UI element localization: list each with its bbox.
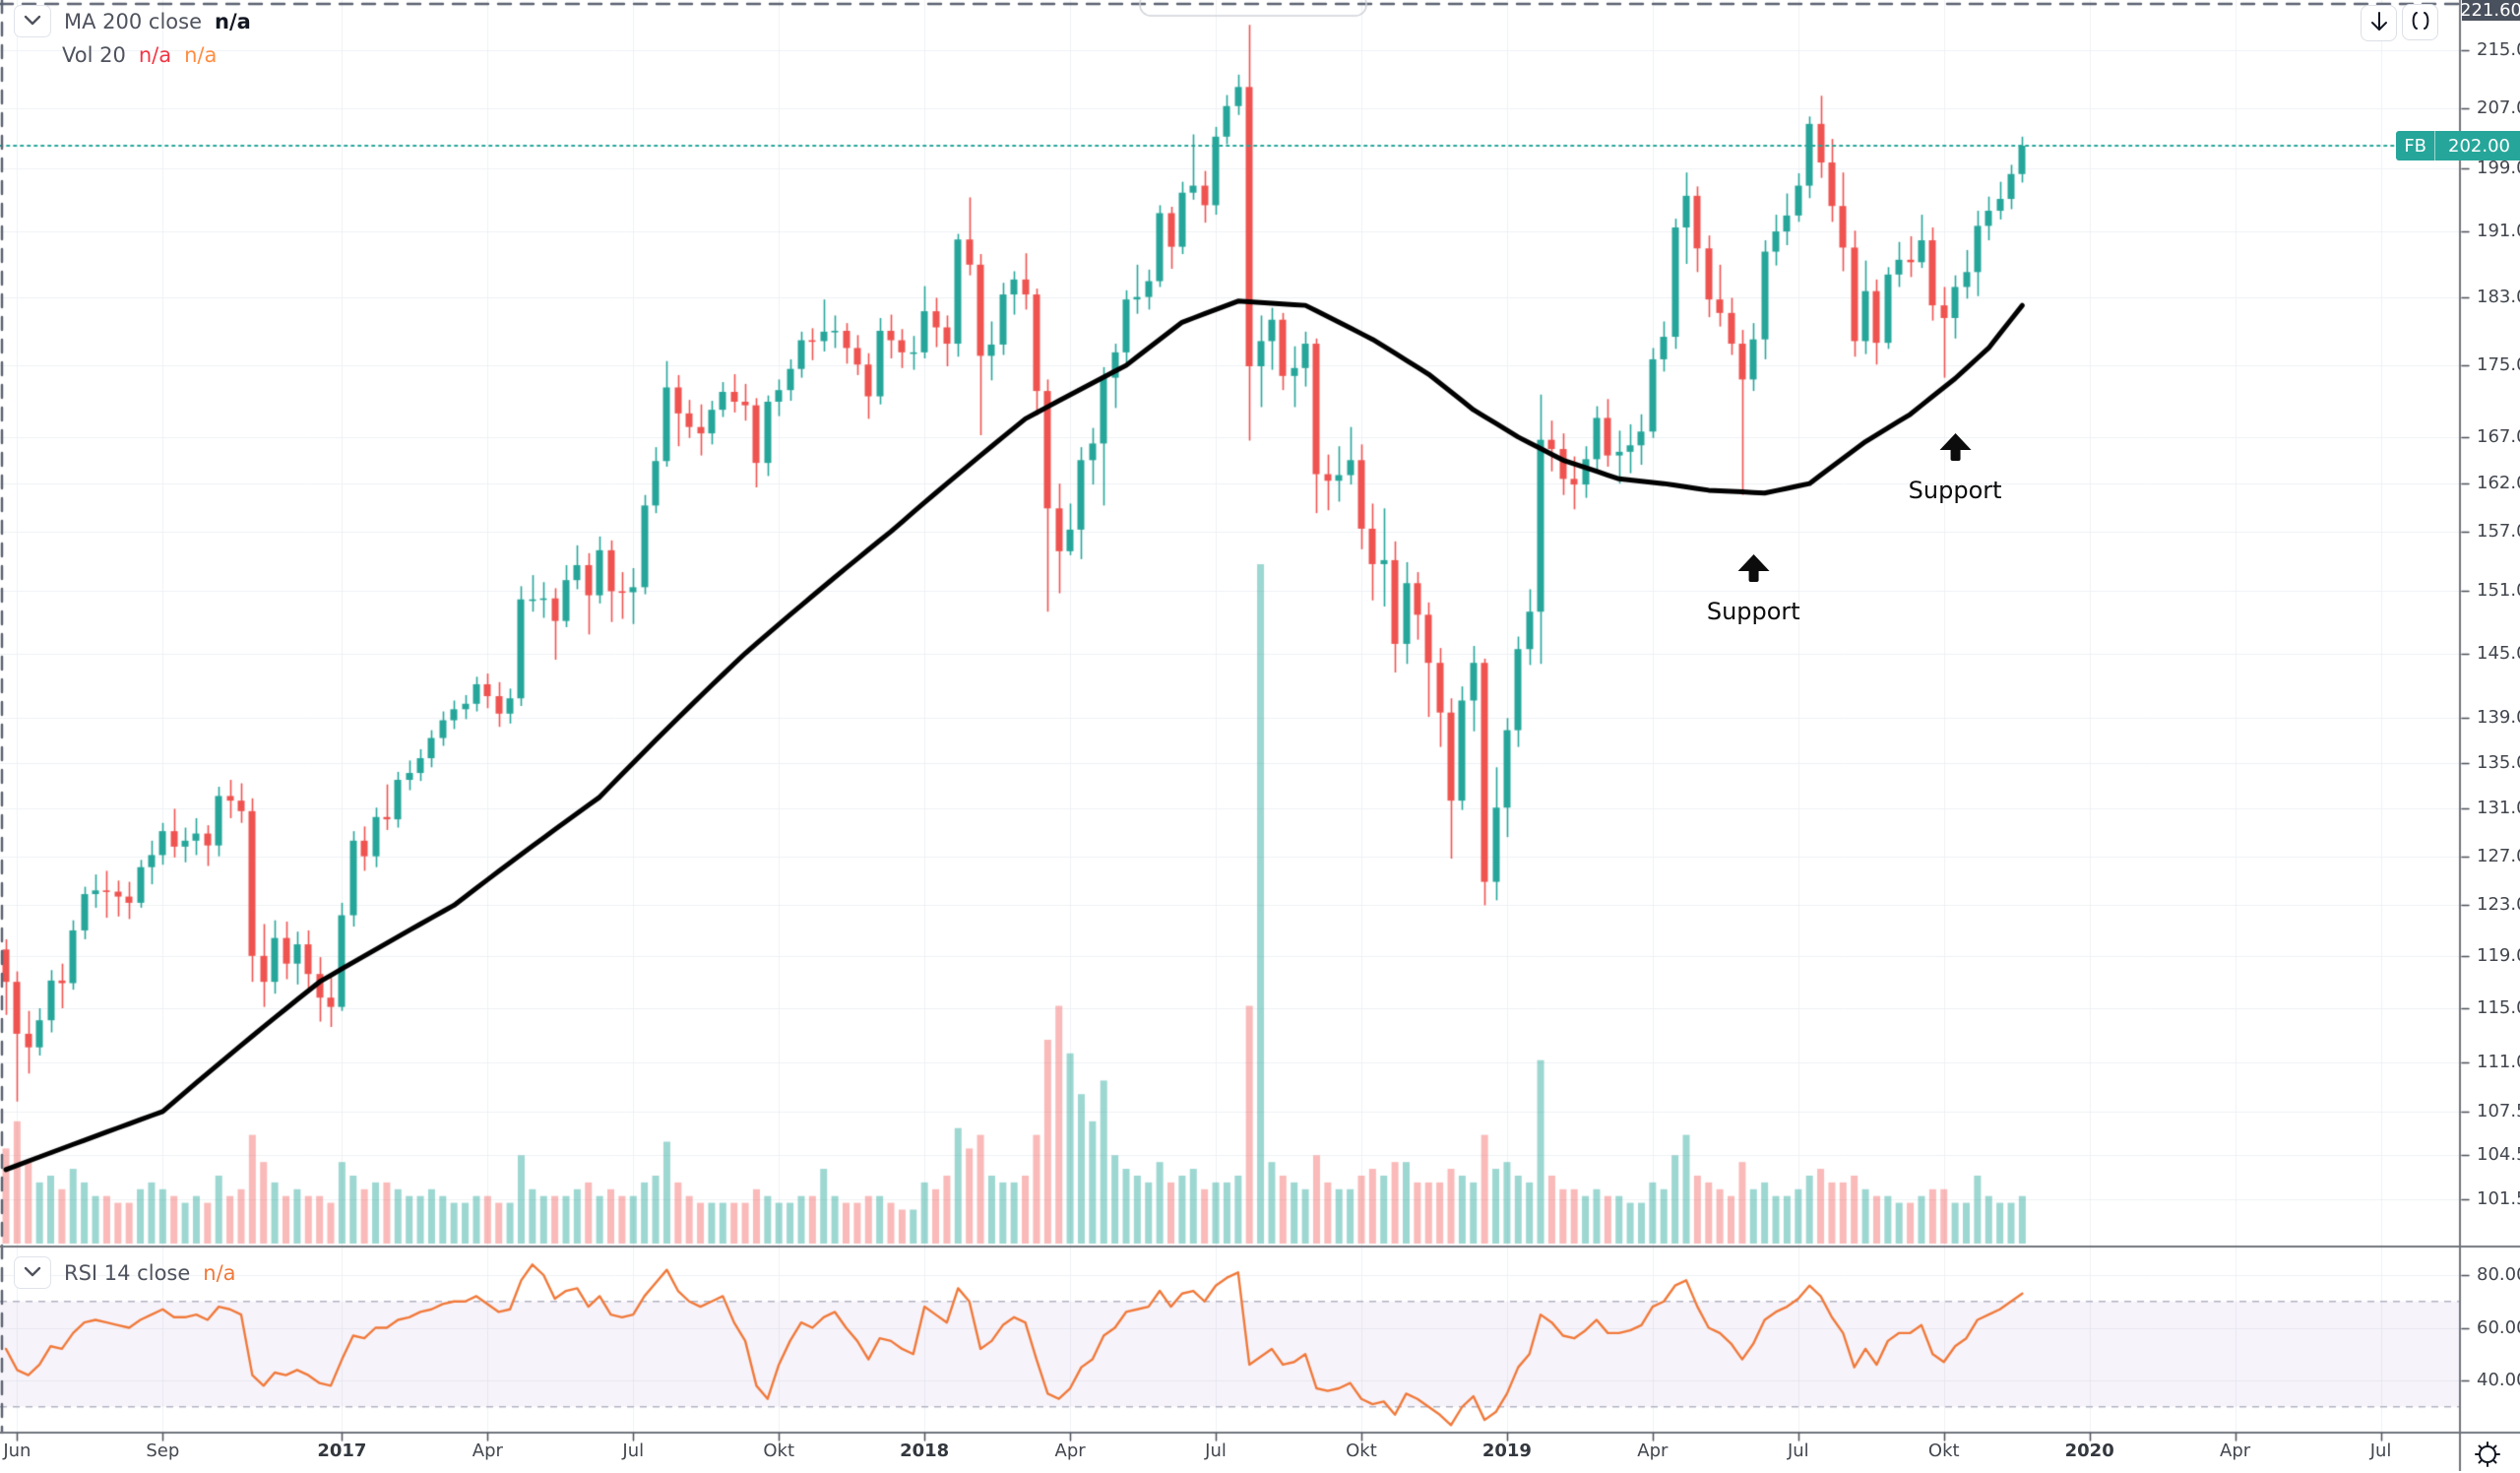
time-tick-label: 2018 <box>900 1441 950 1461</box>
up-arrow-icon <box>1939 433 1972 451</box>
chevron-down-icon <box>24 12 41 31</box>
price-tick-label: 115.00 <box>2477 997 2520 1019</box>
time-tick-label: 2020 <box>2064 1441 2114 1461</box>
time-tick-label: Apr <box>472 1441 503 1461</box>
drawing-price-label[interactable]: 221.60 <box>2460 0 2520 21</box>
time-tick-label: 2017 <box>317 1441 367 1461</box>
time-tick-label: Okt <box>763 1441 795 1461</box>
time-tick-label: Okt <box>1927 1441 1960 1461</box>
time-tick-label: Okt <box>1346 1441 1377 1461</box>
last-price-value: 202.00 <box>2448 135 2510 157</box>
price-tick-label: 207.00 <box>2477 97 2520 119</box>
up-arrow-stem <box>1950 449 1961 462</box>
price-tick-label: 107.50 <box>2477 1100 2520 1121</box>
maximize-icon <box>2408 8 2433 37</box>
price-tick-label: 119.00 <box>2477 944 2520 966</box>
price-tick-label: 123.00 <box>2477 894 2520 916</box>
up-arrow-stem <box>1748 569 1759 582</box>
up-arrow-icon <box>1737 553 1770 571</box>
time-tick-label: Apr <box>2220 1441 2251 1461</box>
support-label: Support <box>1908 477 2002 505</box>
rsi-tick-label: 40.00 <box>2477 1370 2520 1391</box>
price-tick-label: 157.00 <box>2477 520 2520 542</box>
price-tick-label: 111.00 <box>2477 1052 2520 1073</box>
time-tick-label: Sep <box>146 1441 180 1461</box>
support-annotation[interactable]: Support <box>1909 433 2002 504</box>
time-tick-label: Jul <box>2369 1441 2392 1461</box>
price-tick-label: 167.00 <box>2477 425 2520 447</box>
price-tick-label: 104.50 <box>2477 1143 2520 1165</box>
price-tick-label: 175.00 <box>2477 354 2520 376</box>
time-tick-label: Jun <box>3 1441 32 1461</box>
price-tick-label: 151.00 <box>2477 580 2520 602</box>
price-tick-label: 191.00 <box>2477 221 2520 242</box>
time-tick-label: Jul <box>1205 1441 1227 1461</box>
price-tick-label: 101.50 <box>2477 1188 2520 1210</box>
rsi-legend-value: n/a <box>203 1260 236 1285</box>
support-annotation[interactable]: Support <box>1706 553 1800 625</box>
symbol-badge: FB <box>2396 131 2436 160</box>
price-tick-label: 139.00 <box>2477 707 2520 729</box>
scroll-to-recent-button[interactable] <box>2361 5 2397 41</box>
rsi-legend-collapse-button[interactable] <box>14 1256 51 1289</box>
last-price-label[interactable]: FB 202.00 <box>2396 131 2520 160</box>
vol-legend-row: Vol 20 n/a n/a <box>62 43 217 67</box>
price-tick-label: 145.00 <box>2477 642 2520 664</box>
ma-legend-row: MA 200 close n/a <box>14 5 251 37</box>
price-tick-label: 215.00 <box>2477 39 2520 61</box>
price-tick-label: 199.00 <box>2477 158 2520 179</box>
ma-legend-collapse-button[interactable] <box>14 5 51 37</box>
vol-legend-value-1: n/a <box>138 43 172 67</box>
chevron-down-icon <box>24 1263 41 1282</box>
time-tick-label: Jul <box>622 1441 645 1461</box>
price-tick-label: 127.00 <box>2477 845 2520 866</box>
time-tick-label: 2019 <box>1481 1441 1532 1461</box>
price-tick-label: 131.00 <box>2477 798 2520 819</box>
arrow-down-icon <box>2366 9 2392 38</box>
ma-legend-title[interactable]: MA 200 close <box>64 9 203 33</box>
price-tick-label: 183.00 <box>2477 286 2520 307</box>
ma-legend-value: n/a <box>215 9 251 33</box>
vol-legend-title[interactable]: Vol 20 <box>62 43 126 67</box>
time-tick-label: Apr <box>1054 1441 1086 1461</box>
axis-settings-button[interactable] <box>2473 1440 2502 1473</box>
gear-icon <box>2473 1441 2502 1473</box>
vol-legend-value-2: n/a <box>184 43 218 67</box>
rsi-tick-label: 60.00 <box>2477 1316 2520 1338</box>
time-tick-label: Apr <box>1637 1441 1669 1461</box>
maximize-pane-button[interactable] <box>2402 4 2438 40</box>
rsi-tick-label: 80.00 <box>2477 1264 2520 1286</box>
price-tick-label: 135.00 <box>2477 751 2520 773</box>
rsi-legend-title[interactable]: RSI 14 close <box>64 1260 191 1285</box>
price-tick-label: 162.00 <box>2477 473 2520 494</box>
rsi-legend-row: RSI 14 close n/a <box>14 1256 236 1289</box>
time-tick-label: Jul <box>1787 1441 1809 1461</box>
support-label: Support <box>1706 597 1800 625</box>
